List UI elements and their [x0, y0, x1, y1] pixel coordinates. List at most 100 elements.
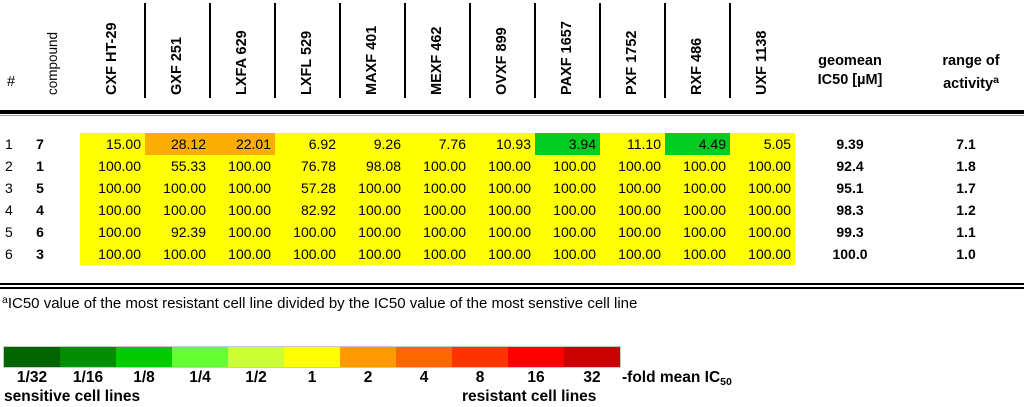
row-rank: 3: [5, 180, 13, 196]
cell-line-header: PAXF 1657: [559, 21, 575, 95]
legend-color-segment: [116, 347, 172, 367]
legend-color-segment: [340, 347, 396, 367]
row-geomean-value: 98.3: [836, 202, 864, 218]
ic50-value-cell: 100.00: [600, 199, 665, 221]
row-range-value: 1.1: [956, 224, 976, 240]
range-column-header: range of activitya: [916, 52, 1024, 94]
ic50-value-cell: 22.01: [210, 133, 275, 155]
legend-tick-label: 1/16: [72, 369, 104, 386]
row-compound: 7: [36, 136, 44, 152]
row-range-value: 1.2: [956, 202, 976, 218]
ic50-value-cell: 100.00: [600, 155, 665, 177]
ic50-value-cell: 100.00: [210, 243, 275, 265]
legend-tick-label: 1/2: [245, 369, 267, 386]
ic50-value-cell: 100.00: [340, 199, 405, 221]
header-divider-line: [534, 3, 536, 98]
color-scale-unit-label: -fold mean IC50: [622, 369, 732, 391]
legend-tick-label: 8: [475, 369, 485, 386]
ic50-value-cell: 100.00: [145, 199, 210, 221]
ic50-value-cell: 100.00: [535, 155, 600, 177]
footnote-text: IC50 value of the most resistant cell li…: [7, 295, 638, 312]
ic50-value-cell: 92.39: [145, 221, 210, 243]
row-compound: 3: [36, 246, 44, 262]
legend-tick-label: 1: [307, 369, 317, 386]
ic50-value-cell: 76.78: [275, 155, 340, 177]
ic50-value-cell: 100.00: [730, 199, 795, 221]
ic50-value-cell: 100.00: [80, 177, 145, 199]
ic50-value-cell: 100.00: [665, 199, 730, 221]
range-header-line2: activitya: [916, 71, 1024, 94]
ic50-value-cell: 98.08: [340, 155, 405, 177]
footnote: aIC50 value of the most resistant cell l…: [2, 294, 637, 312]
color-scale-tick-labels: 1/32 1/16 1/8 1/4 1/2 1 2 4 8 16 32: [4, 369, 704, 387]
ic50-value-cell: 100.00: [340, 221, 405, 243]
header-divider-line: [599, 3, 601, 98]
ic50-value-cell: 100.00: [210, 177, 275, 199]
ic50-value-cell: 100.00: [535, 177, 600, 199]
color-scale-bar: [3, 346, 621, 368]
header-divider-line: [339, 3, 341, 98]
cell-line-header: RXF 486: [689, 37, 705, 95]
cell-line-header: CXF HT-29: [104, 22, 120, 95]
ic50-value-cell: 100.00: [210, 155, 275, 177]
geomean-header-line1: geomean: [818, 53, 882, 69]
legend-color-segment: [284, 347, 340, 367]
legend-tick-label: 1/8: [133, 369, 155, 386]
ic50-value-cell: 100.00: [665, 177, 730, 199]
legend-color-segment: [172, 347, 228, 367]
ic50-value-cell: 100.00: [730, 221, 795, 243]
row-range-value: 1.8: [956, 158, 976, 174]
row-geomean-value: 95.1: [836, 180, 864, 196]
ic50-value-cell: 100.00: [535, 243, 600, 265]
table-bottom-rule: [0, 283, 1024, 289]
table-row: 4 4 100.00 100.00 100.00 82.92 100.00 100.00 100…: [0, 199, 1024, 221]
row-geomean-value: 9.39: [836, 136, 864, 152]
cell-line-header: PXF 1752: [624, 30, 640, 96]
ic50-value-cell: 3.94: [535, 133, 600, 155]
header-divider-line: [664, 3, 666, 98]
row-geomean-value: 100.0: [832, 246, 868, 262]
ic50-value-cell: 5.05: [730, 133, 795, 155]
cell-line-header: MEXF 462: [429, 26, 445, 96]
header-divider-line: [274, 3, 276, 98]
ic50-value-cell: 100.00: [145, 243, 210, 265]
row-geomean-value: 92.4: [836, 158, 864, 174]
ic50-value-cell: 100.00: [730, 177, 795, 199]
ic50-value-cell: 100.00: [80, 155, 145, 177]
cell-line-header: GXF 251: [169, 36, 185, 95]
ic50-value-cell: 100.00: [80, 221, 145, 243]
range-header-line1: range of: [942, 53, 1000, 69]
ic50-value-cell: 100.00: [470, 221, 535, 243]
cell-line-header: UXF 1138: [754, 30, 770, 96]
ic50-value-cell: 100.00: [470, 243, 535, 265]
row-range-value: 1.0: [956, 246, 976, 262]
ic50-value-cell: 6.92: [275, 133, 340, 155]
table-row: 1 7 15.00 28.12 22.01 6.92 9.26 7.76 10.93 3.94 11…: [0, 133, 1024, 155]
ic50-value-cell: 100.00: [600, 221, 665, 243]
row-rank: 5: [5, 224, 13, 240]
header-divider-line: [209, 3, 211, 98]
legend-color-segment: [508, 347, 564, 367]
table-header: # compound geomean IC50 [µM] range of ac…: [0, 0, 1024, 110]
geomean-column-header: geomean IC50 [µM]: [795, 52, 905, 90]
table-row: 5 6 100.00 92.39 100.00 100.00 100.00 100.00 100…: [0, 221, 1024, 243]
legend-color-segment: [4, 347, 60, 367]
cell-line-header: LXFA 629: [234, 30, 250, 95]
fold-mean-ic50-subscript: 50: [720, 376, 732, 388]
ic50-value-cell: 100.00: [470, 199, 535, 221]
ic50-value-cell: 100.00: [210, 221, 275, 243]
sensitive-cell-lines-caption: sensitive cell lines: [4, 388, 141, 405]
range-header-footnote-marker: a: [993, 74, 999, 86]
footnote-marker: a: [2, 294, 8, 306]
ic50-value-cell: 100.00: [535, 221, 600, 243]
legend-tick-label: 1/32: [16, 369, 48, 386]
rank-column-header: #: [7, 74, 16, 90]
ic50-value-cell: 9.26: [340, 133, 405, 155]
row-range-value: 7.1: [956, 136, 976, 152]
range-header-line2-text: activity: [943, 76, 994, 92]
ic50-value-cell: 100.00: [535, 199, 600, 221]
ic50-value-cell: 4.49: [665, 133, 730, 155]
legend-color-segment: [452, 347, 508, 367]
ic50-value-cell: 100.00: [730, 243, 795, 265]
row-compound: 6: [36, 224, 44, 240]
